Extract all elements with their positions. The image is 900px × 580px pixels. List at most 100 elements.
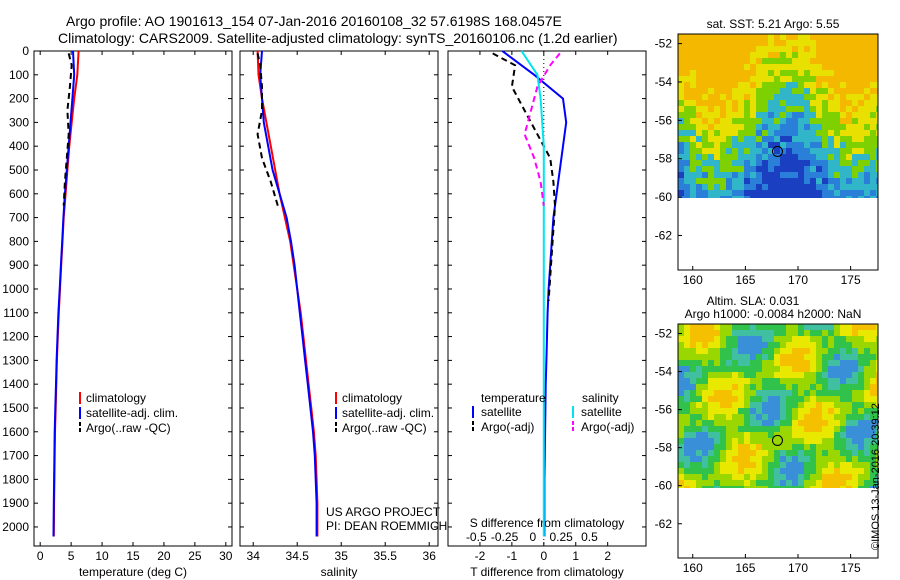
map-cell [870,462,876,468]
map-cell [828,100,834,106]
map-cell [690,124,696,130]
map-cell [834,414,840,420]
map-cell [744,82,750,88]
map-cell [810,82,816,88]
map-cell [726,480,732,486]
series-line-climatology [256,50,319,537]
map-cell [798,88,804,94]
map-cell [690,468,696,474]
map-cell [690,444,696,450]
map-cell [762,184,768,190]
map-cell [726,118,732,124]
map-cell [858,52,864,58]
sst-map-title: sat. SST: 5.21 Argo: 5.55 [707,17,840,31]
map-cell [840,160,846,166]
map-cell [726,142,732,148]
map-cell [840,34,846,40]
top-tick-label: -0.5 [466,530,487,544]
map-cell [732,34,738,40]
map-cell [822,94,828,100]
map-cell [810,46,816,52]
map-cell [822,34,828,40]
map-cell [750,444,756,450]
map-cell [870,58,876,64]
map-cell [708,34,714,40]
map-cell [840,372,846,378]
map-cell [870,46,876,52]
map-cell [696,378,702,384]
map-cell [756,330,762,336]
map-cell [786,384,792,390]
map-cell [696,184,702,190]
map-cell [810,480,816,486]
map-cell [678,112,684,118]
map-cell [840,136,846,142]
map-cell [750,456,756,462]
map-cell [738,450,744,456]
map-cell [846,486,852,488]
map-cell [846,136,852,142]
map-cell [804,486,810,488]
x-tick-label: 15 [126,549,140,563]
map-cell [834,130,840,136]
map-cell [870,172,876,178]
map-cell [738,384,744,390]
map-cell [846,438,852,444]
map-cell [870,330,876,336]
map-cell [774,414,780,420]
map-cell [786,154,792,160]
map-cell [816,456,822,462]
map-cell [690,148,696,154]
map-cell [726,336,732,342]
map-cell [870,40,876,46]
map-cell [738,444,744,450]
map-cell [840,166,846,172]
map-cell [690,160,696,166]
map-cell [852,372,858,378]
map-cell [720,58,726,64]
map-cell [840,52,846,58]
map-cell [840,450,846,456]
legend-entry: satellite [481,405,522,419]
map-cell [876,444,878,450]
map-cell [864,366,870,372]
map-cell [708,148,714,154]
map-cell [798,196,804,198]
map-cell [750,480,756,486]
map-cell [798,82,804,88]
map-cell [864,52,870,58]
map-cell [810,366,816,372]
map-cell [852,450,858,456]
map-cell [696,402,702,408]
map-cell [780,154,786,160]
map-cell [774,372,780,378]
map-cell [732,70,738,76]
map-cell [846,184,852,190]
map-cell [714,142,720,148]
map-cell [792,52,798,58]
map-cell [822,46,828,52]
map-cell [684,336,690,342]
map-cell [828,184,834,190]
map-cell [714,40,720,46]
map-cell [780,396,786,402]
map-cell [738,426,744,432]
map-cell [738,324,744,330]
map-cell [876,196,878,198]
map-cell [702,468,708,474]
map-cell [774,378,780,384]
map-cell [810,378,816,384]
map-cell [678,342,684,348]
float-location-marker [771,434,783,446]
map-cell [780,378,786,384]
map-cell [768,88,774,94]
map-cell [756,420,762,426]
map-cell [684,402,690,408]
map-cell [828,474,834,480]
map-cell [810,154,816,160]
map-cell [858,70,864,76]
map-cell [816,178,822,184]
map-cell [852,34,858,40]
map-cell [684,142,690,148]
map-cell [792,124,798,130]
